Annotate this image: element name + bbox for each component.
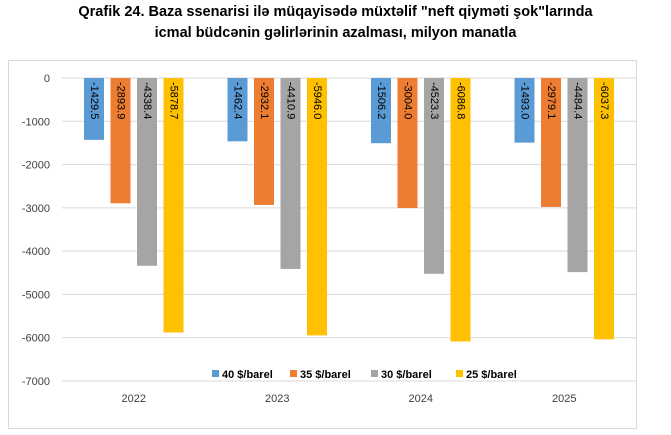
legend-label: 25 $/barel: [466, 369, 517, 381]
data-label: -3004.0: [402, 82, 414, 119]
chart-title-line-1: Qrafik 24. Baza ssenarisi ilə müqayisədə…: [78, 4, 593, 20]
legend-swatch: [456, 370, 463, 377]
bar: [397, 78, 418, 209]
data-label: -2979.1: [545, 82, 557, 119]
data-label: -2932.1: [258, 82, 270, 119]
data-label: -6086.8: [455, 82, 467, 119]
legend-label: 40 $/barel: [222, 369, 273, 381]
data-label: -1506.2: [375, 82, 387, 119]
bar: [567, 78, 588, 273]
legend-swatch: [212, 370, 219, 377]
x-tick-label: 2024: [409, 393, 433, 405]
data-label: -1493.0: [519, 82, 531, 119]
bar: [450, 78, 471, 342]
bar: [254, 78, 274, 205]
y-tick-label: 0: [44, 73, 50, 85]
bar: [163, 78, 184, 333]
bar: [110, 78, 131, 204]
bar: [227, 78, 248, 142]
bar: [280, 78, 301, 269]
data-label: -4484.4: [572, 82, 584, 119]
legend-label: 35 $/barel: [300, 369, 351, 381]
bar: [594, 78, 614, 340]
y-tick-label: -7000: [22, 376, 50, 388]
x-tick-label: 2022: [122, 393, 146, 405]
legend-label: 30 $/barel: [381, 369, 432, 381]
data-label: -6037.3: [598, 82, 610, 119]
y-tick-label: -6000: [22, 333, 50, 345]
data-label: -5946.0: [311, 82, 323, 119]
bar: [137, 78, 157, 266]
data-label: -1462.4: [232, 82, 244, 119]
bar: [84, 78, 104, 140]
y-tick-label: -1000: [22, 116, 50, 128]
x-tick-label: 2023: [265, 393, 289, 405]
chart-border: [8, 60, 637, 429]
data-label: -4338.4: [141, 82, 153, 119]
chart-title: Qrafik 24. Baza ssenarisi ilə müqayisədə…: [0, 2, 671, 44]
data-label: -2893.9: [115, 82, 127, 119]
bar: [371, 78, 391, 144]
data-label: -4410.9: [285, 82, 297, 119]
y-tick-label: -4000: [22, 246, 50, 258]
y-tick-label: -2000: [22, 160, 50, 172]
x-tick-label: 2025: [552, 393, 576, 405]
bar: [541, 78, 561, 207]
bar: [307, 78, 327, 336]
y-tick-label: -5000: [22, 289, 50, 301]
bar: [424, 78, 444, 274]
data-label: -1429.5: [88, 82, 100, 119]
chart-title-line-2: icmal büdcənin gəlirlərinin azalması, mi…: [154, 25, 517, 41]
data-label: -4523.3: [428, 82, 440, 119]
y-tick-label: -3000: [22, 203, 50, 215]
bar: [514, 78, 535, 143]
data-label: -5878.7: [168, 82, 180, 119]
legend-swatch: [371, 370, 378, 377]
legend-swatch: [290, 370, 297, 377]
